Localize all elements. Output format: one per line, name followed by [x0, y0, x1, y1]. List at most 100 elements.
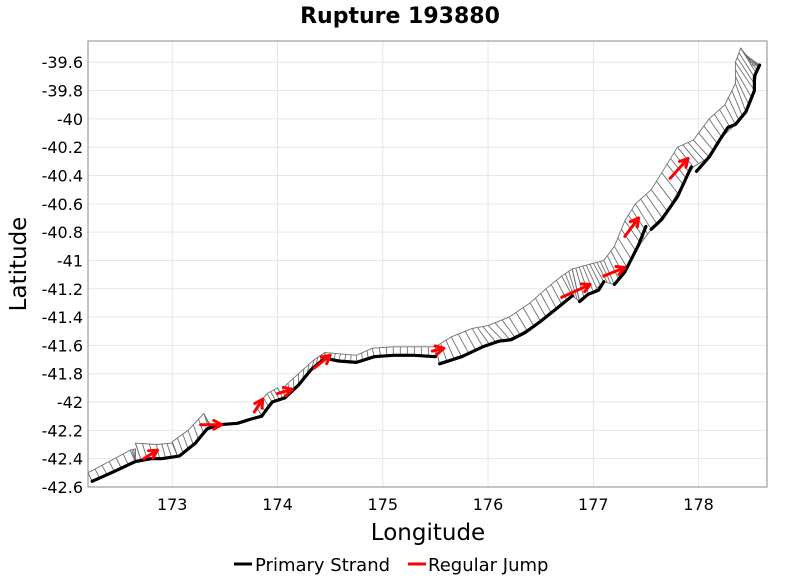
fault-surface — [571, 47, 761, 303]
x-tick-label: 174 — [262, 495, 293, 514]
surface-rung — [501, 319, 515, 337]
surface-rung — [617, 237, 632, 260]
regular-jump-arrow — [602, 266, 627, 278]
surface-rung — [698, 132, 714, 151]
primary-strand-segment — [694, 63, 762, 173]
surface-rung — [550, 284, 563, 305]
surface-rung — [738, 52, 757, 80]
surface-rung — [735, 76, 750, 105]
surface-rung — [529, 302, 542, 322]
surface-rung — [540, 293, 552, 314]
surface-rung — [108, 461, 115, 472]
y-tick-label: -42.6 — [42, 478, 83, 497]
x-tick-label: 173 — [157, 495, 188, 514]
surface-rung — [735, 69, 752, 98]
y-tick-label: -40.8 — [42, 223, 83, 242]
x-tick-label: 175 — [367, 495, 398, 514]
surface-rung — [749, 61, 760, 66]
regular-jump-arrow — [312, 353, 332, 370]
y-tick-label: -42.2 — [42, 421, 83, 440]
surface-rung — [134, 442, 142, 459]
surface-rung — [692, 139, 710, 158]
surface-rung — [585, 264, 598, 289]
surface-rung — [182, 433, 189, 449]
surface-rung — [635, 203, 652, 230]
surface-rung — [133, 449, 136, 462]
surface-rung — [613, 246, 628, 268]
surface-rung — [673, 152, 691, 173]
surface-rung — [203, 413, 210, 430]
y-tick-label: -40 — [57, 110, 83, 129]
surface-rung — [571, 268, 581, 302]
surface-rung — [589, 264, 601, 286]
surface-rung — [731, 90, 743, 117]
surface-rung — [487, 325, 505, 342]
surface-rung — [708, 118, 723, 138]
legend-label-primary: Primary Strand — [255, 555, 390, 576]
regular-jump-arrowhead — [614, 264, 627, 276]
surface-rung — [477, 327, 491, 346]
primary-strand-segment — [260, 353, 437, 418]
surface-rung — [266, 393, 273, 403]
y-tick-label: -40.4 — [42, 167, 83, 186]
surface-rung — [661, 172, 678, 194]
surface-rung — [724, 104, 736, 125]
surface-rung — [450, 336, 463, 357]
surface-rung — [606, 255, 619, 280]
y-axis-label: Latitude — [6, 217, 32, 312]
series-layer — [90, 63, 762, 483]
surface-rung — [522, 307, 535, 326]
primary-strand-segment — [649, 165, 693, 231]
surface-rung — [727, 97, 740, 121]
surface-rung — [624, 220, 642, 244]
regular-jump-arrowhead — [253, 397, 265, 410]
regular-jump-arrowhead — [433, 344, 446, 356]
regular-jump-arrow — [560, 283, 592, 299]
y-tick-labels: -39.6 -39.8 -40 -40.2 -40.4 -40.6 -40.8 -41 -41.… — [42, 53, 83, 497]
surface-rung — [687, 142, 705, 161]
plot-frame — [87, 40, 768, 488]
y-tick-label: -41 — [57, 251, 83, 270]
surface-rung — [482, 326, 498, 344]
legend-label-jump: Regular Jump — [428, 555, 548, 576]
surface-rung — [650, 189, 668, 212]
y-tick-label: -42.4 — [42, 450, 83, 469]
y-tick-label: -39.6 — [42, 53, 83, 72]
grid — [88, 41, 767, 488]
surface-rung — [122, 453, 129, 466]
surface-rung — [535, 297, 547, 318]
surface-rung — [471, 328, 484, 348]
surface-rung — [166, 443, 172, 457]
surface-rung — [640, 198, 657, 224]
surface-rung — [177, 437, 184, 453]
primary-strand-segment — [90, 414, 264, 483]
regular-jump-arrowhead — [579, 282, 592, 294]
y-tick-label: -40.2 — [42, 138, 83, 157]
surface-rung — [101, 465, 108, 475]
y-tick-label: -42 — [57, 393, 83, 412]
regular-jump-arrowhead — [628, 216, 641, 229]
surface-rung — [494, 322, 510, 340]
surface-rung — [187, 430, 194, 445]
x-tick-label: 177 — [578, 495, 609, 514]
regular-jump-arrow — [623, 216, 641, 238]
surface-rung — [736, 57, 756, 86]
surface-rung — [735, 61, 755, 91]
surface-rung — [115, 457, 122, 469]
surface-rung — [457, 333, 470, 354]
surface-rung — [515, 312, 528, 331]
x-axis-label: Longitude — [371, 520, 485, 546]
surface-rung — [582, 265, 594, 292]
fault-surfaces — [87, 47, 761, 482]
surface-rung — [192, 424, 199, 440]
y-tick-label: -40.6 — [42, 195, 83, 214]
surface-rung — [682, 144, 699, 164]
surface-rung — [545, 288, 557, 309]
x-tick-label: 178 — [683, 495, 714, 514]
y-tick-label: -39.8 — [42, 82, 83, 101]
primary-strand-segment — [612, 224, 648, 287]
surface-rung — [656, 180, 673, 203]
chart-title: Rupture 193880 — [300, 4, 500, 29]
surface-rung — [464, 331, 477, 351]
